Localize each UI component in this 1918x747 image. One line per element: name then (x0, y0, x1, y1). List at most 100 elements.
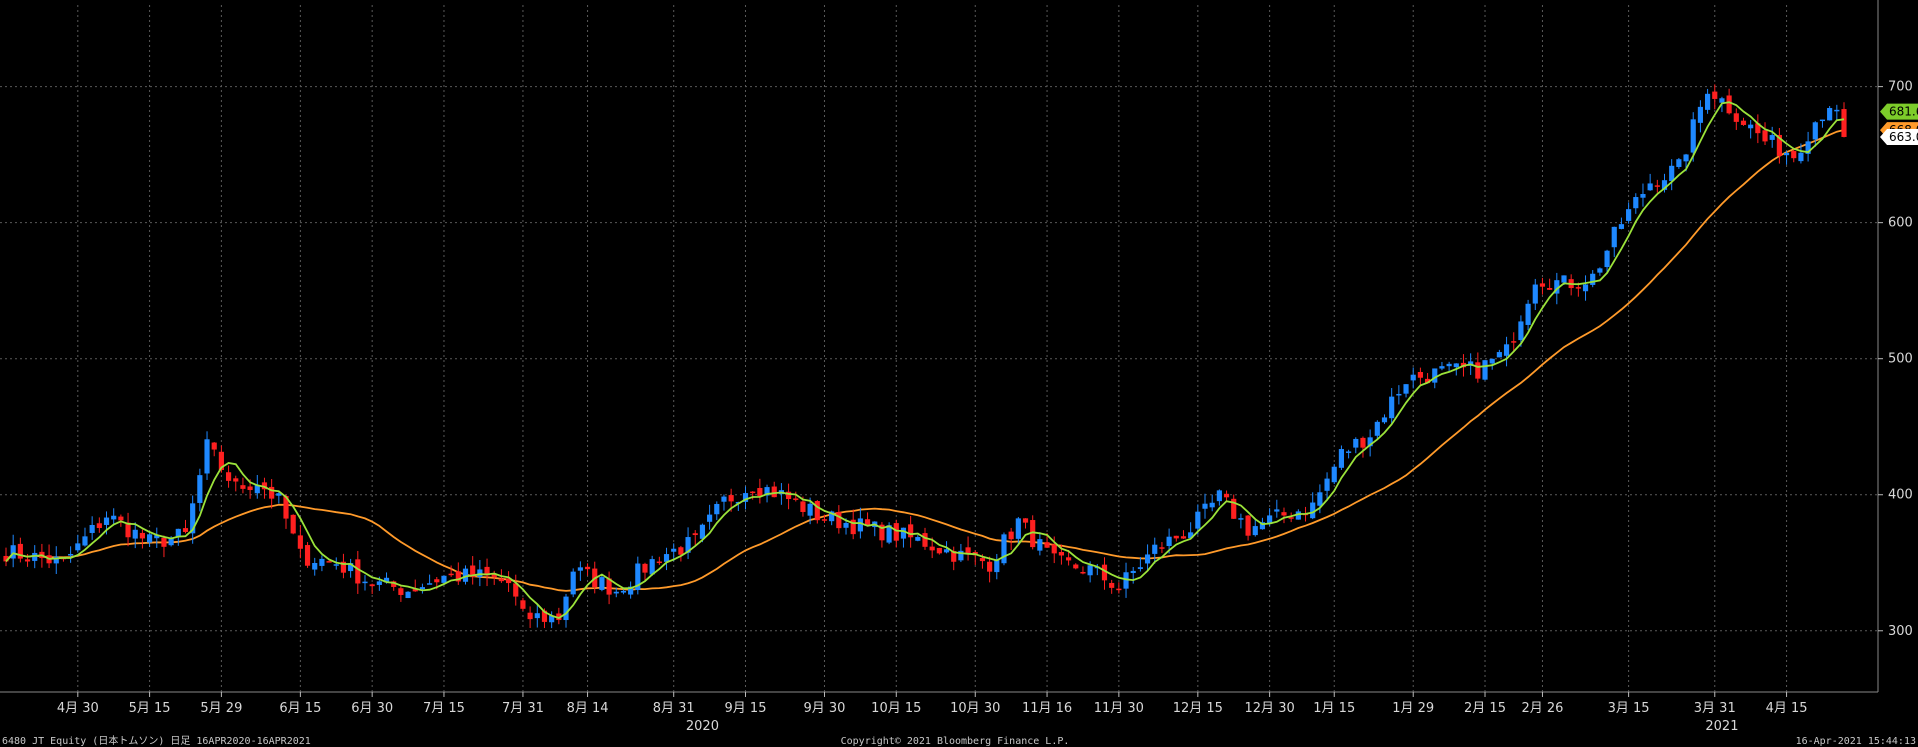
candle-body (484, 566, 490, 576)
candle-body (642, 563, 648, 573)
candle-body (965, 547, 971, 554)
candle-body (254, 484, 260, 494)
candle-body (290, 514, 296, 534)
year-label: 2020 (686, 719, 719, 734)
candle-body (893, 523, 899, 541)
candle-body (1281, 512, 1287, 516)
candle-body (441, 575, 447, 583)
candle-body (1159, 547, 1165, 549)
x-tick-label: 9月 30 (804, 701, 846, 716)
short-ma-value-tag: 681.6 (1889, 105, 1918, 119)
candle-body (714, 503, 720, 515)
candle-body (1554, 280, 1560, 294)
candle-body (161, 537, 167, 547)
candle-body (1432, 368, 1438, 383)
candle-body (1360, 437, 1366, 448)
candle-body (570, 571, 576, 595)
candle-body (269, 486, 275, 499)
candle-body (103, 517, 110, 525)
candle-body (412, 589, 418, 592)
candle-body (1683, 154, 1689, 162)
candle-body (1791, 151, 1797, 159)
candle-body (304, 545, 311, 566)
candle-body (656, 561, 662, 564)
candle-body (355, 559, 361, 584)
candle-body (520, 600, 526, 609)
candle-body (10, 545, 16, 559)
candle-body (261, 482, 268, 490)
candle-body (1073, 564, 1079, 569)
candle-body (498, 578, 504, 582)
candle-body (1223, 493, 1230, 498)
y-tick-label: 600 (1888, 216, 1913, 231)
candle-body (922, 533, 928, 547)
candle-body (556, 613, 562, 621)
candle-body (1841, 109, 1847, 137)
candle-body (850, 519, 856, 535)
candle-body (154, 535, 160, 539)
x-tick-label: 2月 15 (1464, 701, 1506, 716)
candle-body (1123, 572, 1129, 589)
x-tick-label: 6月 15 (279, 701, 321, 716)
candle-body (1022, 518, 1029, 523)
candle-body (175, 528, 181, 537)
candle-body (1252, 526, 1258, 536)
candle-body (333, 564, 339, 566)
candle-body (836, 512, 842, 529)
candle-body (821, 519, 828, 521)
candle-body (599, 577, 605, 590)
candle-body (204, 439, 210, 474)
candle-body (764, 487, 770, 496)
candle-body (96, 523, 102, 528)
candle-body (1374, 421, 1380, 436)
x-axis: 4月 30 5月 15 5月 29 6月 15 6月 30 7月 15 7月 31 8月 14… (57, 692, 1808, 734)
candle-body (1015, 518, 1021, 539)
candle-body (283, 496, 289, 519)
candle-body (1697, 106, 1703, 123)
x-tick-label: 5月 15 (129, 701, 171, 716)
candle-body (1152, 544, 1158, 554)
candle-body (943, 549, 950, 553)
candle-body (1626, 209, 1632, 221)
candle-body (929, 546, 935, 551)
candle-body (541, 610, 548, 622)
x-tick-label: 11月 16 (1022, 701, 1072, 716)
candle-body (1288, 517, 1294, 519)
candle-body (707, 514, 713, 522)
candle-body (1798, 152, 1804, 162)
candle-body (24, 559, 31, 562)
y-axis: 300 400 500 600 700 (1878, 80, 1913, 639)
long-ma-line (5, 129, 1845, 592)
candle-body (1231, 498, 1237, 519)
candle-body (470, 565, 476, 578)
candle-body (757, 488, 763, 497)
candle-body (455, 571, 461, 582)
candle-body (1827, 108, 1833, 121)
candle-body (1324, 478, 1330, 491)
candle-body (1525, 303, 1531, 325)
candle-body (32, 552, 38, 561)
candle-body (1410, 374, 1416, 381)
candle-body (900, 527, 907, 539)
candle-body (721, 496, 727, 502)
candle-body (398, 588, 404, 595)
candle-body (391, 581, 397, 587)
candle-body (247, 486, 253, 491)
price-tags: 668.0681.6663.0 (1880, 103, 1918, 145)
candle-body (1037, 539, 1043, 551)
candle-body (89, 524, 95, 533)
candle-body (1489, 358, 1495, 364)
x-tick-label: 4月 15 (1766, 701, 1808, 716)
candle-body (1030, 520, 1036, 548)
candle-body (340, 561, 347, 573)
candle-body (742, 493, 749, 502)
x-tick-label: 8月 31 (653, 701, 695, 716)
candle-body (1417, 372, 1423, 378)
candle-body (240, 485, 246, 489)
candle-body (1439, 366, 1445, 369)
candle-body (362, 581, 368, 584)
candle-body (190, 503, 196, 534)
candle-body (628, 586, 634, 595)
grid-lines (0, 0, 1879, 693)
candle-body (800, 501, 806, 512)
